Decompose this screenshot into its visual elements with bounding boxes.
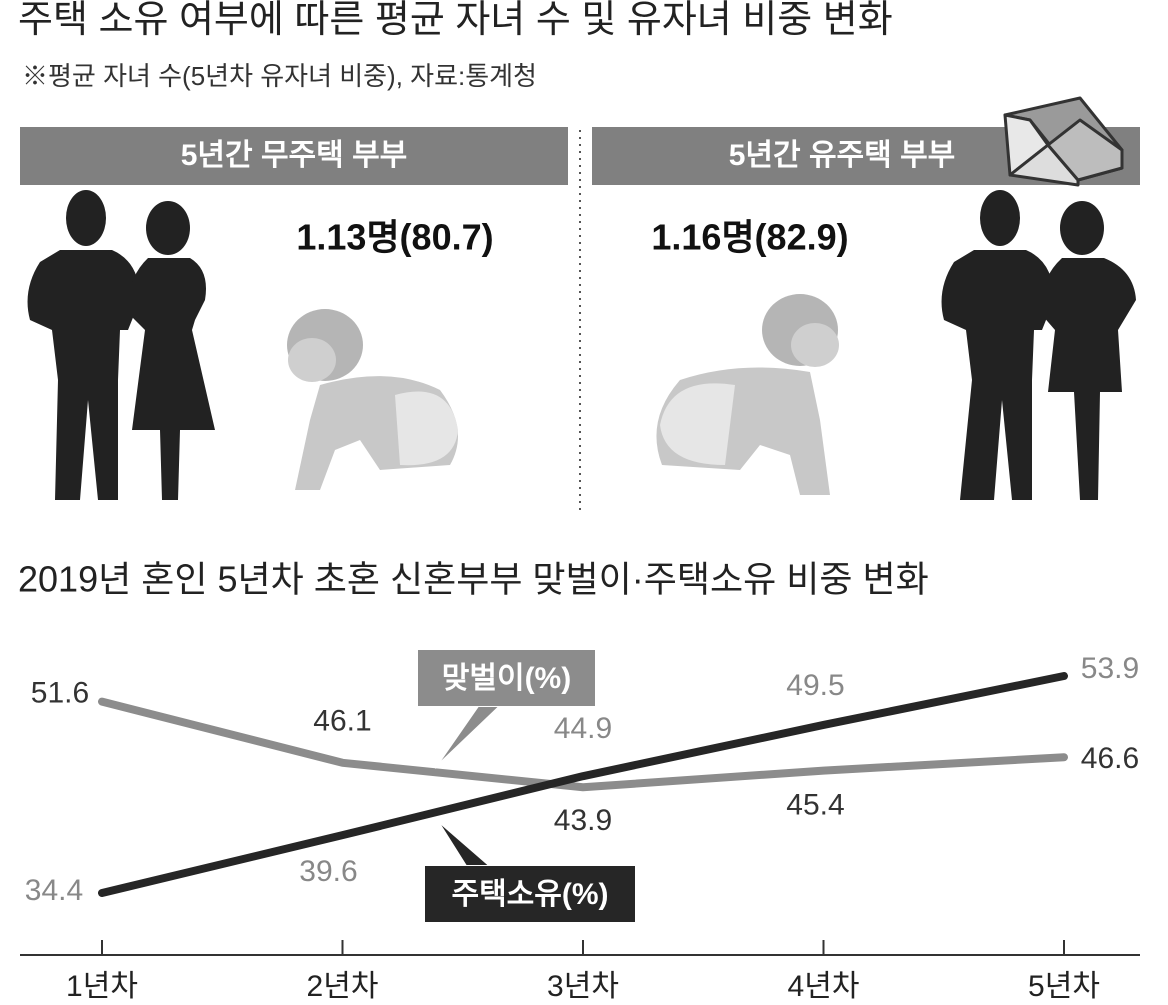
chart-title: 2019년 혼인 5년차 초혼 신혼부부 맞벌이·주택소유 비중 변화 (18, 559, 929, 600)
subtitle: ※평균 자녀 수(5년차 유자녀 비중), 자료:통계청 (22, 61, 537, 91)
value-label: 44.9 (554, 712, 612, 745)
value-label: 53.9 (1081, 652, 1139, 685)
baby-illustration (287, 294, 839, 495)
panel-value: 1.16명(82.9) (651, 217, 848, 258)
value-label: 49.5 (786, 669, 844, 702)
value-label: 46.1 (313, 705, 371, 738)
legend-label: 주택소유(%) (451, 878, 608, 911)
series-line (98, 697, 1068, 792)
legend-box (425, 866, 635, 922)
callout-pointer (434, 705, 503, 769)
value-label: 51.6 (31, 677, 89, 710)
legend-box (418, 650, 595, 706)
value-label: 46.6 (1081, 742, 1139, 775)
title: 주택 소유 여부에 따른 평균 자녀 수 및 유자녀 비중 변화 (18, 0, 893, 41)
series-line (98, 672, 1068, 897)
value-label: 45.4 (786, 789, 844, 822)
x-tick-label: 5년차 (1028, 970, 1100, 1003)
panel-header (20, 127, 568, 185)
callout-pointer (436, 819, 493, 867)
panel-label: 5년간 무주택 부부 (181, 139, 408, 172)
house-icon (1003, 96, 1124, 187)
value-label: 43.9 (554, 804, 612, 837)
x-tick-label: 4년차 (788, 970, 860, 1003)
couple-illustration (941, 190, 1136, 500)
couple-illustration (27, 190, 215, 500)
plot: 1년차 2년차 3년차 4년차 5년차 51.6 46.1 43.9 45.4 46.6 맞벌이(%… (25, 650, 1139, 1003)
value-label: 34.4 (25, 874, 83, 907)
x-tick-label: 2년차 (307, 970, 379, 1003)
value-label: 39.6 (299, 855, 357, 888)
panel-label: 5년간 유주택 부부 (729, 139, 956, 172)
x-tick-label: 1년차 (66, 970, 138, 1003)
panel-value: 1.13명(80.7) (296, 217, 493, 258)
x-tick-label: 3년차 (547, 970, 619, 1003)
legend-label: 맞벌이(%) (442, 662, 571, 695)
